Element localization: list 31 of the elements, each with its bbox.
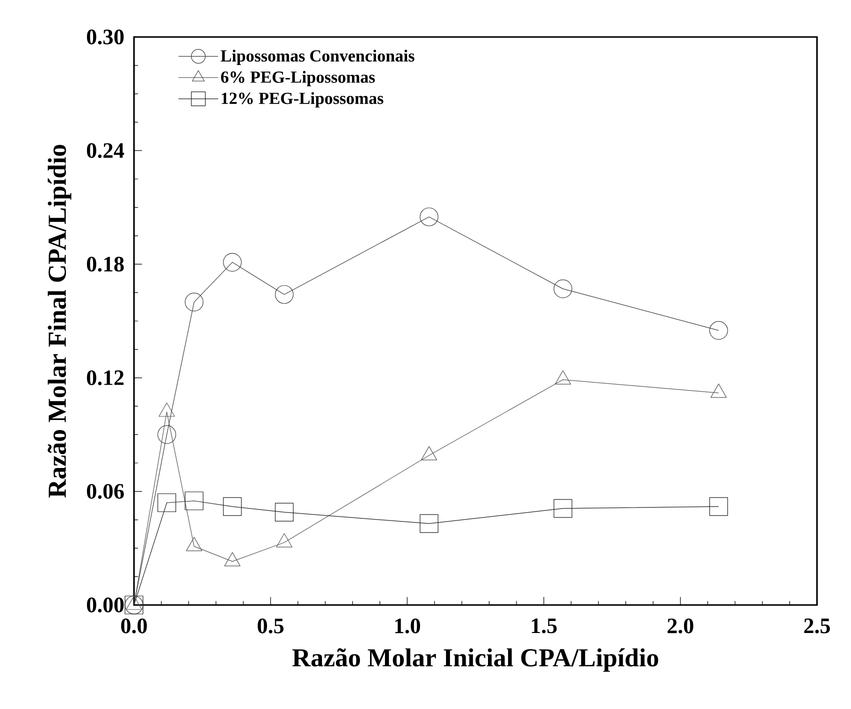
x-tick-label: 1.5 <box>532 618 557 634</box>
legend-label: 12% PEG-Lipossomas <box>222 92 384 108</box>
point <box>184 292 204 312</box>
point <box>223 253 242 272</box>
x-tick-label: 2.5 <box>804 618 830 634</box>
y-tick-label: 0.18 <box>86 256 124 272</box>
point <box>709 497 728 516</box>
point <box>184 492 204 510</box>
x-tick-label: 2.0 <box>668 618 694 634</box>
y-tick-label: 0.24 <box>86 143 124 158</box>
point <box>554 280 572 298</box>
point <box>157 493 176 512</box>
point <box>274 502 294 522</box>
legend-label: Lipossomas Convencionais <box>220 50 414 66</box>
point <box>554 499 572 518</box>
x-tick-label: 0.5 <box>258 618 284 634</box>
point <box>274 285 294 304</box>
point <box>157 425 176 444</box>
y-axis-title: Razão Molar Final CPA/Lipídio <box>48 144 72 498</box>
y-tick-label: 0.12 <box>86 370 124 386</box>
y-tick-label: 0.00 <box>86 598 124 612</box>
x-tick-label: 1.0 <box>395 618 420 634</box>
x-tick-label: 0.0 <box>121 618 147 634</box>
y-tick-label: 0.06 <box>86 484 124 499</box>
x-axis-title: Razão Molar Inicial CPA/Lipídio <box>292 648 658 672</box>
point <box>420 208 438 226</box>
legend-label: 6% PEG-Lipossomas <box>221 70 375 86</box>
point <box>420 514 438 533</box>
y-tick-label: 0.30 <box>86 30 124 44</box>
point <box>223 497 242 516</box>
point <box>709 321 728 340</box>
